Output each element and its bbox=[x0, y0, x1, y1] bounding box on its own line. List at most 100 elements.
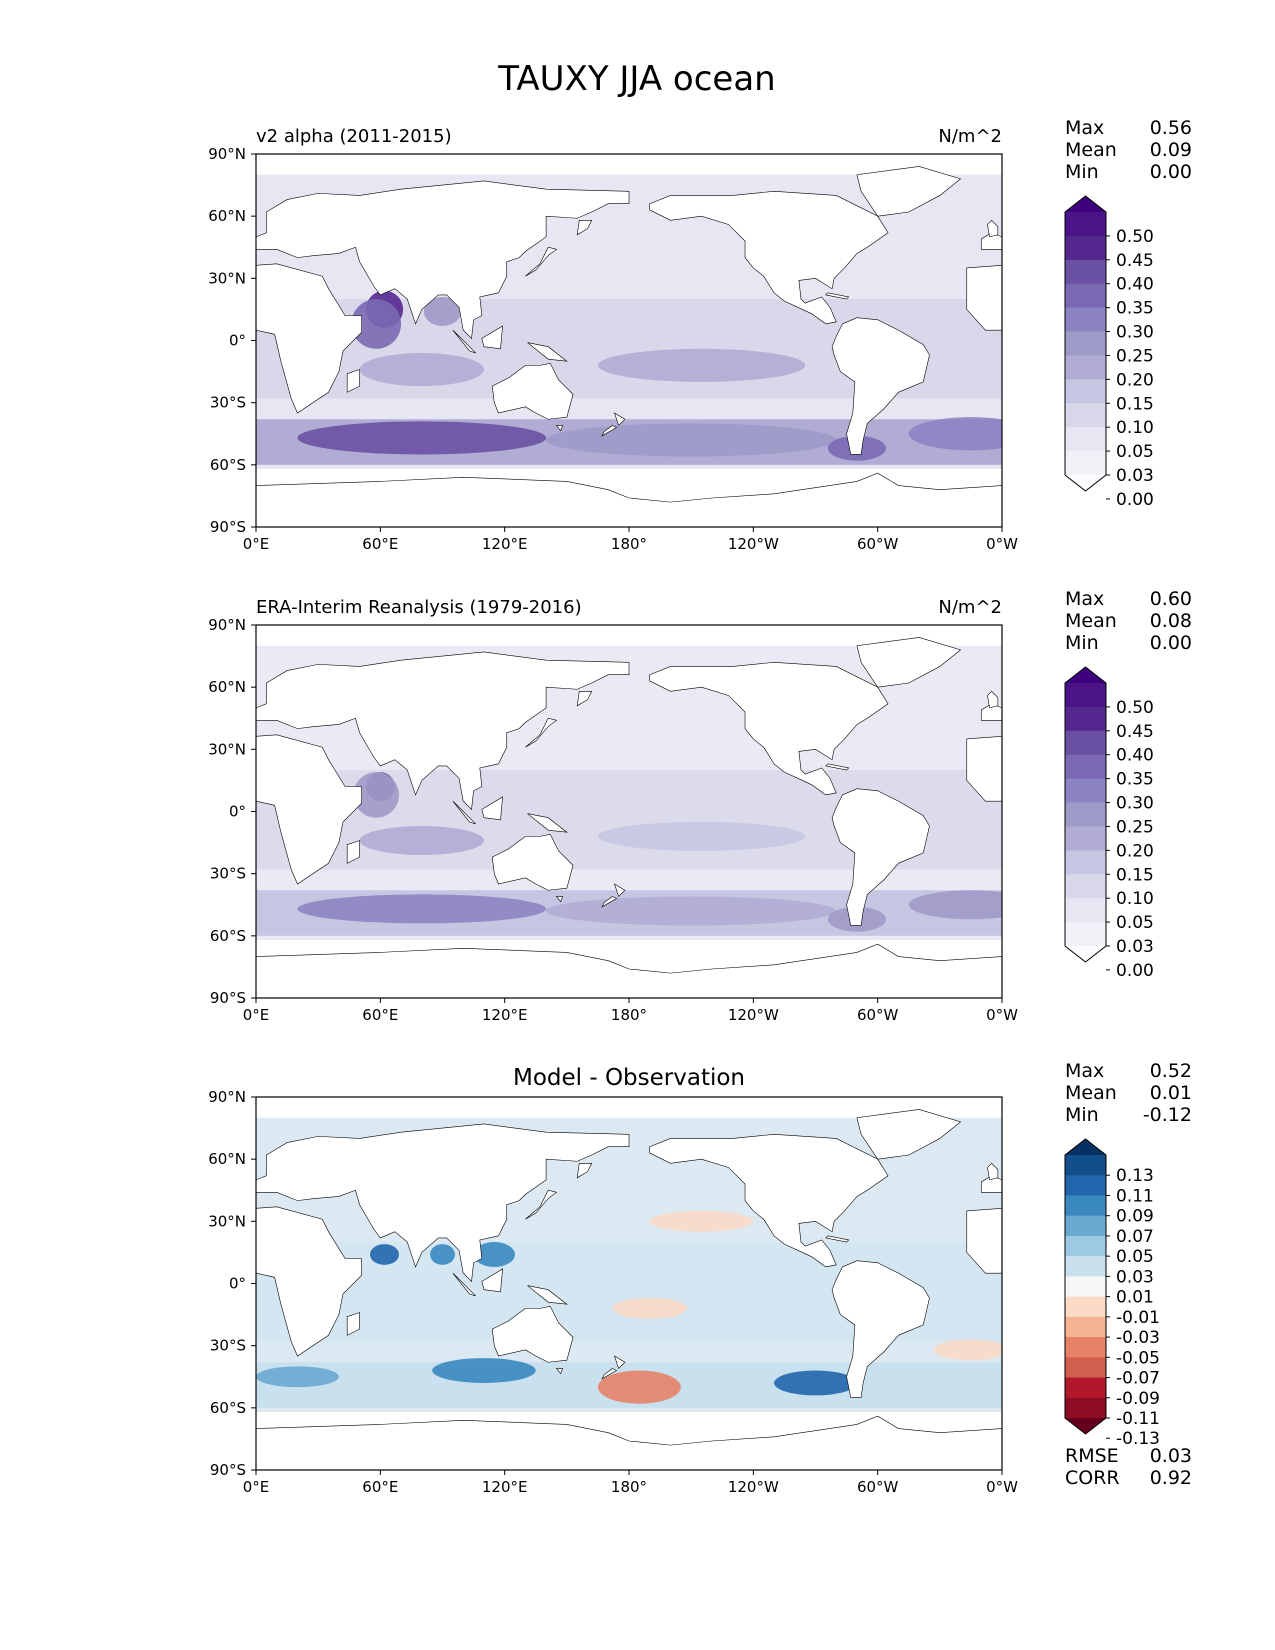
colorbar-label: 0.15 bbox=[1116, 394, 1154, 414]
colorbar-label: 0.20 bbox=[1116, 841, 1154, 861]
lat-tick-label: 60°N bbox=[208, 678, 246, 696]
field-somali-jet bbox=[353, 772, 399, 818]
figure-title: TAUXY JJA ocean bbox=[497, 59, 775, 99]
colorbar-label: 0.07 bbox=[1116, 1227, 1154, 1247]
colorbar-segment bbox=[1065, 307, 1106, 333]
lat-tick-label: 0° bbox=[229, 803, 246, 821]
colorbar-segment bbox=[1065, 1195, 1106, 1217]
colorbar-extend-max bbox=[1065, 196, 1106, 212]
colorbar-extend-max bbox=[1065, 667, 1106, 683]
colorbar-segment bbox=[1065, 730, 1106, 756]
colorbar-segment bbox=[1065, 1235, 1106, 1257]
stat-label: Max bbox=[1065, 588, 1104, 610]
lat-tick-label: 60°S bbox=[210, 456, 246, 474]
field-north-pacific-neg bbox=[649, 1210, 754, 1232]
colorbar-label: 0.35 bbox=[1116, 770, 1154, 790]
colorbar-extend-max bbox=[1065, 1139, 1106, 1155]
colorbar-label: 0.00 bbox=[1116, 490, 1154, 510]
lat-tick-label: 90°N bbox=[208, 145, 246, 163]
colorbar-extend-min bbox=[1065, 946, 1106, 962]
colorbar-segment bbox=[1065, 850, 1106, 875]
map-model bbox=[256, 154, 1002, 527]
colorbar-label: -0.03 bbox=[1116, 1328, 1160, 1348]
panel-units: N/m^2 bbox=[938, 126, 1002, 147]
colorbar-segment bbox=[1065, 451, 1106, 476]
colorbar-segment bbox=[1065, 1337, 1106, 1358]
colorbar-segment bbox=[1065, 1215, 1106, 1237]
lat-tick-label: 90°N bbox=[208, 1088, 246, 1106]
lon-tick-label: 0°E bbox=[243, 1478, 270, 1496]
stat-value: 0.56 bbox=[1150, 117, 1192, 139]
colorbar-segment bbox=[1065, 355, 1106, 380]
lon-tick-label: 60°E bbox=[362, 535, 398, 553]
colorbar-segment bbox=[1065, 802, 1106, 827]
stat-label: Max bbox=[1065, 117, 1104, 139]
colorbar-label: 0.25 bbox=[1116, 346, 1154, 366]
lat-tick-label: 30°S bbox=[210, 1337, 246, 1355]
colorbar-label: 0.40 bbox=[1116, 275, 1154, 295]
colorbar-obs: 0.50 0.45 0.40 0.35 0.30 0.25 0.20 0.15 0.10 0.05… bbox=[1064, 666, 1154, 981]
lat-tick-label: 60°S bbox=[210, 927, 246, 945]
panel-left-title: ERA-Interim Reanalysis (1979-2016) bbox=[256, 597, 582, 618]
panel-center-title: Model - Observation bbox=[513, 1065, 745, 1091]
colorbar-label: 0.03 bbox=[1116, 466, 1154, 486]
colorbar-segment bbox=[1065, 706, 1106, 732]
colorbar-label: -0.11 bbox=[1116, 1409, 1160, 1429]
stat-value: 0.08 bbox=[1150, 610, 1192, 632]
field-south-atlantic bbox=[908, 890, 1002, 920]
lat-tick-label: 30°S bbox=[210, 394, 246, 412]
lat-tick-label: 60°S bbox=[210, 1399, 246, 1417]
field-southern-ocean-pacific bbox=[546, 896, 837, 926]
stat-label: Max bbox=[1065, 1060, 1104, 1082]
colorbar-extend-min bbox=[1065, 475, 1106, 491]
colorbar-label: -0.01 bbox=[1116, 1308, 1160, 1328]
panel-left-title: v2 alpha (2011-2015) bbox=[256, 126, 452, 147]
colorbar-model: 0.50 0.45 0.40 0.35 0.30 0.25 0.20 0.15 0.10 0.05… bbox=[1064, 195, 1154, 510]
lat-tick-label: 60°N bbox=[208, 1150, 246, 1168]
colorbar-segment bbox=[1065, 1276, 1106, 1298]
colorbar-segment bbox=[1065, 379, 1106, 404]
lon-tick-label: 60°W bbox=[857, 535, 899, 553]
stat-label: Mean bbox=[1065, 1082, 1117, 1104]
colorbar-label: 0.05 bbox=[1116, 442, 1154, 462]
colorbar-label: 0.15 bbox=[1116, 865, 1154, 885]
stat-value: 0.52 bbox=[1150, 1060, 1192, 1082]
panel-units: N/m^2 bbox=[938, 597, 1002, 618]
colorbar-segment bbox=[1065, 1397, 1106, 1419]
colorbar-segment bbox=[1065, 874, 1106, 899]
colorbar-label: 0.00 bbox=[1116, 961, 1154, 981]
lon-tick-label: 120°W bbox=[728, 1006, 779, 1024]
colorbar-label: 0.25 bbox=[1116, 817, 1154, 837]
colorbar-segment bbox=[1065, 1296, 1106, 1318]
field-south-atlantic bbox=[908, 417, 1002, 451]
lon-tick-label: 180° bbox=[611, 535, 647, 553]
map-obs bbox=[256, 625, 1002, 998]
colorbar-segment bbox=[1065, 1357, 1106, 1379]
lon-tick-label: 120°E bbox=[482, 1006, 528, 1024]
colorbar-label: -0.13 bbox=[1116, 1429, 1160, 1449]
colorbar-segment bbox=[1065, 403, 1106, 428]
field-somali-jet bbox=[351, 299, 402, 349]
metric-value: 0.03 bbox=[1150, 1445, 1192, 1467]
colorbar-label: 0.40 bbox=[1116, 746, 1154, 766]
lat-tick-label: 30°S bbox=[210, 865, 246, 883]
field-bay-of-bengal bbox=[423, 296, 462, 326]
colorbar-label: -0.07 bbox=[1116, 1369, 1160, 1389]
field-tropical-pacific-neg bbox=[612, 1298, 688, 1319]
field-south-pacific-neg bbox=[597, 1370, 681, 1404]
colorbar-label: 0.11 bbox=[1116, 1186, 1154, 1206]
colorbar-segment bbox=[1065, 331, 1106, 356]
map-diff bbox=[256, 1097, 1002, 1470]
stat-label: Mean bbox=[1065, 139, 1117, 161]
lon-tick-label: 0°W bbox=[986, 535, 1018, 553]
metric-label: RMSE bbox=[1065, 1445, 1119, 1467]
field-bay-of-bengal-pos bbox=[430, 1244, 455, 1265]
lat-tick-label: 90°N bbox=[208, 616, 246, 634]
lat-tick-label: 0° bbox=[229, 332, 246, 350]
colorbar-segment bbox=[1065, 826, 1106, 851]
field-southern-ocean-indian bbox=[297, 421, 547, 455]
field-south-china-sea-pos bbox=[473, 1242, 516, 1267]
metric-value: 0.92 bbox=[1150, 1467, 1192, 1489]
lon-tick-label: 60°E bbox=[362, 1478, 398, 1496]
colorbar-label: 0.03 bbox=[1116, 1267, 1154, 1287]
